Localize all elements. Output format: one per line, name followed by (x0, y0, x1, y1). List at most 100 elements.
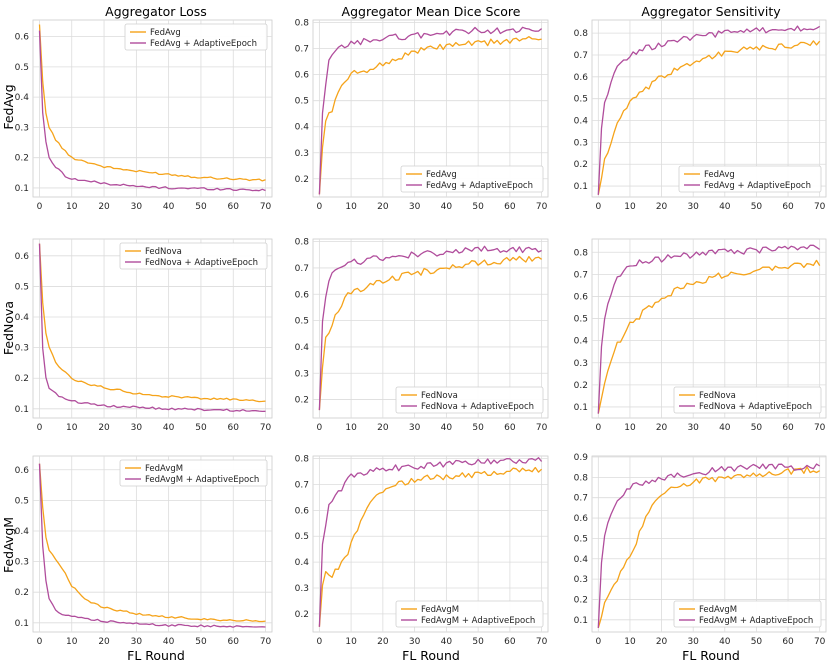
legend-box (119, 242, 268, 270)
legend-label: FedAvgM + AdaptiveEpoch (699, 616, 813, 626)
x-tick-label: 0 (316, 637, 322, 647)
legend-label: FedAvg + AdaptiveEpoch (426, 181, 533, 191)
y-tick-label: 0.7 (295, 480, 309, 490)
x-tick-label: 40 (163, 637, 175, 647)
x-tick-label: 10 (66, 202, 78, 212)
x-tick-label: 50 (195, 423, 207, 433)
x-tick-label: 60 (504, 637, 516, 647)
subplot-r1c0: 0 10 20 30 40 50 60 70 0.1 0.2 0.3 0.4 0.5 0.6 FedNova… (15, 238, 273, 433)
subplot-r2c1: 0 10 20 30 40 50 60 70 0.2 0.3 0.4 0.5 0.6 0.7 0.8 FedA… (295, 455, 549, 647)
x-tick-label: 10 (345, 423, 357, 433)
y-tick-label: 0.4 (295, 123, 310, 133)
y-tick-label: 0.7 (295, 264, 309, 274)
y-tick-label: 0.1 (15, 184, 29, 194)
legend-label: FedAvgM (421, 605, 459, 615)
x-tick-label: 30 (409, 202, 421, 212)
y-tick-label: 0.7 (574, 494, 588, 504)
y-tick-label: 0.6 (574, 514, 589, 524)
x-tick-label: 30 (687, 423, 699, 433)
legend-label: FedAvg (150, 28, 181, 38)
y-tick-label: 0.2 (295, 396, 309, 406)
series-line-adaptive (38, 243, 266, 413)
legend-label: FedAvgM (145, 464, 183, 474)
x-tick-label: 20 (377, 423, 389, 433)
x-tick-label: 60 (228, 637, 240, 647)
y-tick-label: 0.2 (574, 381, 588, 391)
x-tick-label: 20 (656, 202, 668, 212)
y-tick-label: 0.8 (295, 238, 310, 248)
series-line-adaptive (318, 457, 543, 627)
legend-label: FedAvgM + AdaptiveEpoch (145, 475, 259, 485)
x-tick-label: 10 (66, 637, 78, 647)
series-line-adaptive (318, 245, 542, 411)
y-tick-label: 0.4 (574, 555, 589, 565)
x-tick-label: 70 (536, 202, 548, 212)
y-tick-label: 0.3 (295, 584, 309, 594)
x-tick-label: 60 (782, 202, 794, 212)
x-tick-label: 70 (260, 423, 272, 433)
row-label-fedavg: FedAvg (1, 84, 16, 129)
x-tick-label: 70 (814, 202, 826, 212)
legend-box (673, 386, 822, 414)
x-tick-label: 60 (228, 423, 240, 433)
subplot-r1c2: 0 10 20 30 40 50 60 70 0.1 0.2 0.3 0.4 0.5 0.6 0.7 0.8 F… (574, 238, 827, 433)
x-tick-label: 10 (624, 423, 636, 433)
x-tick-label: 20 (377, 202, 389, 212)
y-tick-label: 0.4 (574, 117, 589, 127)
x-tick-label: 20 (98, 423, 110, 433)
x-tick-label: 0 (595, 202, 601, 212)
x-tick-label: 50 (195, 202, 207, 212)
x-tick-label: 60 (504, 202, 516, 212)
subplot-grid: 0 10 20 30 40 50 60 700.10.20.30.40.50.6 FedAvgF… (15, 19, 827, 647)
series-line-baseline (597, 466, 821, 629)
series-line-adaptive (38, 30, 266, 192)
col-title-dice: Aggregator Mean Dice Score (342, 4, 521, 19)
y-tick-label: 0.1 (15, 619, 29, 629)
x-tick-label: 70 (536, 637, 548, 647)
y-tick-label: 0.5 (574, 315, 588, 325)
x-tick-label: 20 (98, 637, 110, 647)
series-line-adaptive (597, 463, 821, 628)
legend-box (395, 600, 544, 628)
x-tick-label: 50 (472, 423, 484, 433)
legend-label: FedNova + AdaptiveEpoch (145, 258, 258, 268)
y-tick-label: 0.2 (574, 160, 588, 170)
y-tick-label: 0.2 (574, 595, 588, 605)
y-tick-label: 0.8 (574, 473, 589, 483)
y-tick-label: 0.5 (295, 317, 309, 327)
x-tick-label: 40 (719, 637, 731, 647)
legend-box (400, 165, 544, 193)
y-tick-label: 0.3 (295, 369, 309, 379)
x-tick-label: 0 (37, 202, 43, 212)
y-tick-label: 0.7 (574, 51, 588, 61)
subplot-r1c1: 0 10 20 30 40 50 60 70 0.2 0.3 0.4 0.5 0.6 0.7 0.8 FedN… (295, 238, 549, 433)
legend-label: FedNova + AdaptiveEpoch (421, 402, 534, 412)
subplot-r2c2: 0 10 20 30 40 50 60 70 0.1 0.2 0.3 0.4 0.5 0.6 0.7 0.8 0… (574, 453, 827, 647)
x-tick-label: 20 (656, 423, 668, 433)
legend-label: FedNova + AdaptiveEpoch (699, 402, 812, 412)
x-tick-label: 30 (687, 202, 699, 212)
col-title-loss: Aggregator Loss (105, 4, 207, 19)
legend-label: FedAvg (704, 170, 735, 180)
y-tick-label: 0.4 (15, 93, 30, 103)
legend-label: FedAvg (426, 170, 457, 180)
x-tick-label: 20 (98, 202, 110, 212)
legend-box (119, 459, 268, 487)
x-tick-label: 70 (260, 202, 272, 212)
y-tick-label: 0.1 (15, 405, 29, 415)
x-tick-label: 0 (316, 423, 322, 433)
y-tick-label: 0.5 (15, 63, 29, 73)
y-tick-label: 0.1 (574, 616, 588, 626)
x-tick-label: 40 (441, 637, 453, 647)
y-tick-label: 0.6 (295, 71, 310, 81)
x-tick-label: 70 (814, 423, 826, 433)
series-line-baseline (318, 36, 542, 195)
x-tick-label: 50 (751, 423, 763, 433)
x-tick-label: 50 (472, 637, 484, 647)
x-tick-label: 40 (163, 202, 175, 212)
y-tick-label: 0.3 (574, 575, 588, 585)
y-tick-label: 0.6 (295, 290, 310, 300)
y-tick-label: 0.2 (15, 154, 29, 164)
